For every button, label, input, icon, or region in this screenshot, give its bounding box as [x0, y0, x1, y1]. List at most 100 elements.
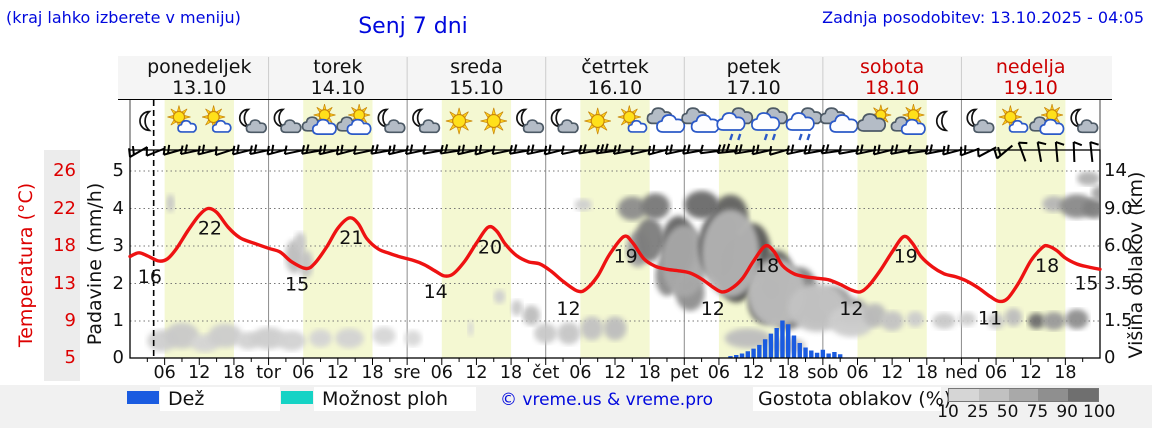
wind-barb-icon [993, 144, 1014, 160]
rain-bar [774, 328, 779, 358]
cloud-height-tick: 14 [1104, 160, 1127, 181]
wind-barb-icon [595, 143, 617, 155]
temperature-value-label: 14 [424, 281, 448, 303]
day-name-petek: petek [726, 56, 781, 78]
cloud-height-tick: 9.0 [1104, 197, 1133, 219]
time-axis-label: 18 [500, 363, 522, 383]
temperature-value-label: 19 [614, 246, 638, 268]
daylight-band [996, 100, 1066, 358]
wind-barb-icon [699, 144, 721, 155]
wind-barb-icon [474, 144, 496, 156]
wind-barb-icon [526, 144, 548, 156]
wind-barb-icon [543, 144, 565, 156]
precipitation-tick: 4 [112, 197, 124, 219]
rain-bar [809, 350, 814, 358]
time-axis-label: sre [394, 363, 421, 383]
time-axis-label: 18 [916, 363, 938, 383]
weather-icon-moon-cloud [1070, 108, 1099, 134]
weather-icon-moon-cloud [412, 108, 441, 134]
wind-barb-icon [405, 144, 426, 156]
time-axis-label: 12 [327, 363, 349, 383]
cloud-density-scale-label: 25 [966, 402, 989, 422]
cloud-height-tick: 3.5 [1104, 272, 1133, 294]
weather-icon-sun-gray-cloud [856, 104, 892, 132]
wind-barb-icon [578, 144, 600, 155]
time-axis-label: 12 [465, 363, 487, 383]
wind-barb-icon [820, 144, 842, 155]
day-date: 16.10 [587, 77, 643, 99]
wind-barb-icon [872, 144, 894, 156]
wind-barb-icon [647, 144, 669, 156]
wind-barb-icon [664, 144, 686, 156]
weather-icon-moon-cloud [238, 108, 267, 134]
day-date: 17.10 [726, 77, 781, 99]
wind-barb-icon [959, 145, 980, 157]
time-axis-label: 06 [292, 363, 314, 383]
weather-icon-moon-cloud [273, 108, 302, 134]
rain-bar [768, 333, 774, 358]
temperature-axis-label: Temperatura (°C) [15, 182, 37, 348]
wind-barb-icon [768, 145, 790, 156]
wind-barb-icon [145, 146, 166, 157]
wind-barb-icon [508, 144, 530, 155]
wind-barb-icon [907, 144, 929, 155]
cloud-density-label: Gostota oblakov (%) [758, 388, 952, 410]
temperature-tick: 5 [64, 347, 76, 368]
rain-bar [791, 335, 797, 358]
temperature-value-label: 11 [978, 307, 1002, 329]
wind-barb-icon [1054, 141, 1065, 163]
wind-barb-icon [1089, 141, 1099, 163]
time-axis-label: 12 [742, 363, 764, 383]
weather-icon-moon [139, 110, 152, 132]
weather-icon-sun-small-cloud [998, 105, 1029, 133]
wind-barb-icon [387, 144, 409, 156]
precipitation-tick: 0 [112, 347, 124, 368]
time-axis-label: pet [670, 363, 699, 383]
rain-bar [728, 356, 733, 358]
rain-bar [786, 324, 791, 358]
wind-barb-icon [1017, 141, 1028, 162]
rain-bar [837, 354, 843, 358]
temperature-tick: 18 [53, 235, 76, 256]
day-date: 15.10 [449, 77, 504, 99]
wind-barb-icon [716, 143, 738, 155]
time-axis-label: 18 [1054, 363, 1076, 383]
precipitation-tick: 5 [112, 160, 124, 181]
weather-icon-sun [445, 107, 473, 135]
precipitation-tick: 1 [112, 310, 124, 331]
weather-icon-sun-small-cloud [617, 105, 648, 133]
cloud-height-tick: 6.0 [1104, 235, 1133, 256]
weather-icon-sun-small-cloud [167, 105, 197, 133]
wind-barb-icon [942, 144, 963, 156]
weather-icon-moon-cloud [550, 108, 579, 134]
wind-barb-icon [1036, 141, 1047, 163]
wind-barb-icon [283, 145, 305, 156]
time-axis-label: 18 [223, 363, 245, 383]
weather-icon-clouds [681, 107, 720, 133]
wind-barb-icon [422, 145, 444, 155]
weather-icon-rain-cloud [716, 107, 754, 141]
weather-icon-sun-small-cloud [202, 105, 232, 133]
wind-barb-icon [439, 144, 461, 155]
credit-link[interactable]: © vreme.us & vreme.pro [500, 390, 714, 410]
rain-bar [734, 355, 739, 358]
temperature-value-label: 20 [478, 236, 502, 258]
weather-icon-sun [480, 107, 508, 135]
wind-barb-icon [976, 146, 997, 158]
temperature-value-label: 18 [755, 255, 779, 277]
temperature-ticks-strip [44, 150, 80, 381]
wind-barb-icon [786, 144, 807, 156]
time-axis-label: tor [256, 363, 282, 383]
wind-barb-icon [370, 144, 392, 155]
wind-barb-icon [128, 145, 148, 158]
time-axis-label: 06 [985, 363, 1007, 383]
wind-barb-icon [751, 144, 773, 156]
weather-icon-sun-cloud [1029, 103, 1065, 135]
wind-barb-icon [734, 144, 755, 155]
rain-bar [757, 344, 762, 358]
rain-bar [826, 353, 831, 358]
rain-bar [797, 343, 802, 358]
temperature-value-label: 22 [198, 218, 222, 240]
rain-bar [780, 320, 785, 358]
